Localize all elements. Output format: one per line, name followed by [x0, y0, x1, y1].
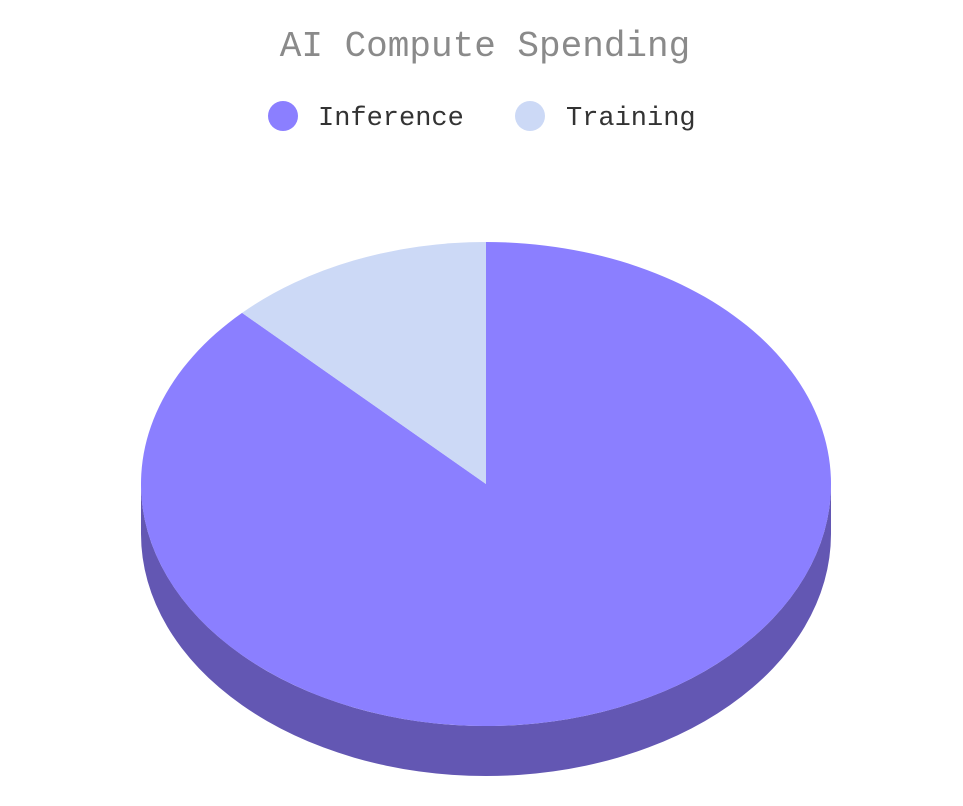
pie-slices	[141, 242, 831, 726]
legend-label: Inference	[318, 104, 464, 134]
legend-item-training[interactable]: Training	[515, 101, 696, 134]
legend-marker	[515, 101, 545, 131]
legend-item-inference[interactable]: Inference	[268, 101, 464, 134]
chart-title: AI Compute Spending	[280, 26, 690, 67]
legend-marker	[268, 101, 298, 131]
legend: Inference Training	[268, 101, 696, 134]
legend-label: Training	[566, 104, 696, 134]
